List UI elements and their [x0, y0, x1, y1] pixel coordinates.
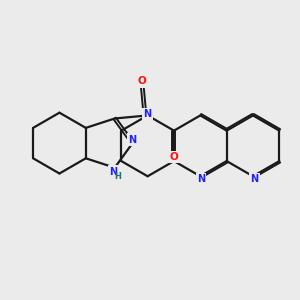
- Text: N: N: [250, 174, 258, 184]
- Text: N: N: [197, 174, 205, 184]
- Text: N: N: [128, 135, 137, 145]
- Text: N: N: [143, 109, 152, 119]
- Text: H: H: [114, 172, 121, 181]
- Text: N: N: [109, 167, 117, 177]
- Text: O: O: [169, 152, 178, 162]
- Text: O: O: [138, 76, 147, 86]
